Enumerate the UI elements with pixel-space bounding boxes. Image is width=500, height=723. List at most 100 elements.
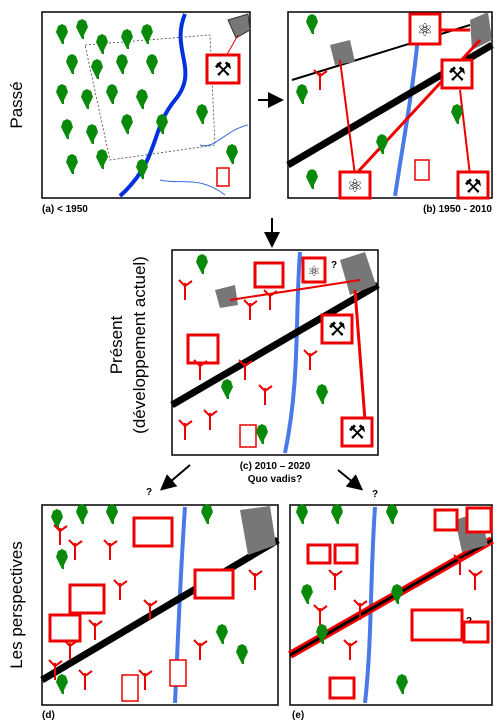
mine-icon	[440, 58, 474, 90]
tree	[141, 24, 153, 44]
tree	[316, 624, 328, 644]
stream	[159, 179, 226, 196]
caption-e: (e)	[292, 710, 304, 721]
town	[215, 285, 238, 308]
battery-icon	[462, 620, 490, 644]
tree	[306, 169, 318, 189]
wind-turbine	[143, 599, 158, 620]
tree	[56, 84, 68, 104]
tree	[156, 114, 168, 134]
mine-symbol: ⚒	[214, 59, 232, 81]
wind-turbine	[343, 639, 358, 660]
town	[470, 12, 492, 50]
wind-turbine	[353, 599, 368, 620]
trees	[48, 14, 483, 694]
tree	[61, 119, 73, 139]
solar-icon	[186, 333, 220, 365]
nuclear-symbol: ⚛	[308, 263, 321, 279]
caption-b: (b) 1950 - 2010	[423, 204, 492, 215]
mine-icon	[320, 313, 354, 345]
tree	[136, 159, 148, 179]
wind-turbine	[193, 359, 208, 380]
wind-turbine	[48, 659, 63, 680]
nuclear-symbol: ⚛	[347, 176, 363, 196]
tree	[56, 674, 68, 694]
tree	[76, 19, 88, 39]
hydro-icon	[169, 659, 187, 687]
battery-icon	[253, 261, 285, 289]
tree	[86, 124, 98, 144]
panel-e	[289, 504, 493, 706]
link	[459, 89, 471, 176]
wind-turbine	[453, 554, 468, 575]
caption-c-sub: Quo vadis?	[248, 474, 302, 485]
tree	[121, 114, 133, 134]
mine-icon	[340, 416, 374, 448]
tree	[56, 549, 68, 569]
battery-icon	[306, 543, 332, 565]
wind-turbine	[203, 409, 218, 430]
tree	[451, 104, 463, 124]
wind-turbine	[248, 569, 263, 590]
solar-icon	[465, 506, 493, 534]
hydro-icon	[414, 159, 430, 181]
tree	[216, 624, 228, 644]
nuclear-icon	[301, 256, 327, 284]
tree	[146, 54, 158, 74]
tree	[66, 54, 78, 74]
question-mark: ?	[331, 260, 337, 271]
town	[227, 13, 251, 39]
tree	[116, 54, 128, 74]
tree	[306, 14, 318, 34]
mine-symbol: ⚒	[328, 319, 346, 341]
wind-turbine	[328, 569, 343, 590]
panels: ⚒ ⚛ ⚒ ⚛ ⚒ ⚛ ? ⚒ ⚒ ?	[40, 11, 494, 706]
wind-turbine	[313, 69, 328, 90]
question-mark: ?	[372, 489, 378, 500]
wind-turbine	[178, 279, 193, 300]
tree	[196, 104, 208, 124]
tree	[376, 134, 388, 154]
label-future: Les perspectives	[7, 541, 26, 669]
mine-symbol: ⚒	[348, 422, 366, 444]
tree	[386, 504, 398, 524]
battery-icon	[193, 568, 235, 600]
highway	[170, 281, 380, 409]
mine-symbol: ⚒	[464, 176, 482, 198]
wind-turbine	[78, 669, 93, 690]
wind-turbine	[103, 539, 118, 560]
link	[353, 289, 367, 421]
wind-turbine	[303, 349, 318, 370]
wind-turbine	[68, 539, 83, 560]
wind-turbine	[258, 384, 273, 405]
nuclear-icon	[338, 170, 372, 200]
tree	[96, 34, 108, 54]
town	[340, 252, 376, 295]
tree	[301, 584, 313, 604]
tree	[106, 504, 118, 524]
caption-d: (d)	[42, 710, 55, 721]
tree	[81, 89, 93, 109]
tree	[121, 29, 133, 49]
town	[240, 506, 276, 555]
caption-a: (a) < 1950	[42, 204, 88, 215]
town	[330, 40, 355, 65]
tree	[296, 84, 308, 104]
nuclear-symbol: ⚛	[417, 20, 433, 40]
solar-icon	[333, 543, 359, 565]
tree	[91, 59, 103, 79]
label-past: Passé	[7, 81, 26, 128]
tree	[136, 89, 148, 109]
wind-turbine	[193, 639, 208, 660]
battery-icon	[48, 613, 82, 643]
solar-icon	[68, 583, 106, 615]
wind-turbine	[53, 524, 68, 545]
wind-turbine	[238, 359, 253, 380]
tree	[196, 254, 208, 274]
battery-icon	[132, 516, 174, 548]
link	[339, 59, 356, 176]
tree	[296, 504, 308, 524]
tree	[331, 504, 343, 524]
tree	[96, 149, 108, 169]
tree	[226, 144, 238, 164]
